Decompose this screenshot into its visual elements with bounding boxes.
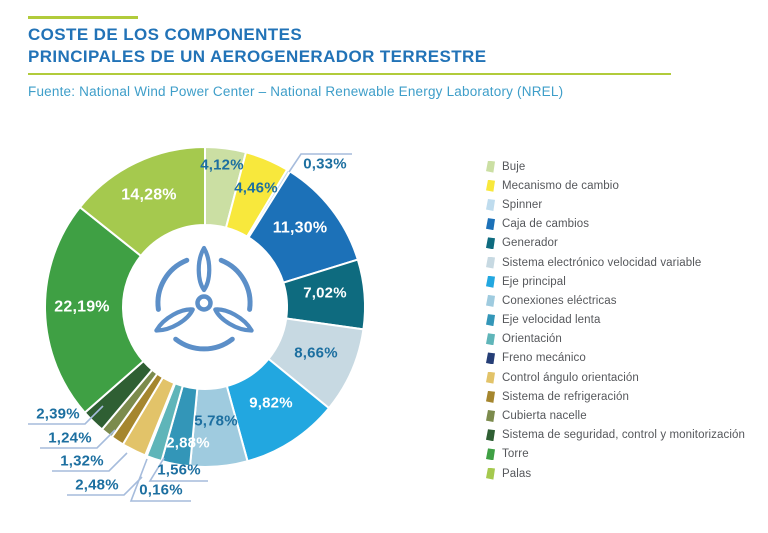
legend-label: Sistema de refrigeración [502,390,630,403]
chart-legend: Buje Mecanismo de cambio Spinner Caja de ca… [486,157,745,483]
slice-value-label: 9,82% [249,395,293,412]
slice-value-label: 4,12% [200,157,244,174]
legend-label: Mecanismo de cambio [502,179,619,192]
legend-swatch [486,198,495,211]
legend-item-spinner: Spinner [486,195,745,214]
donut-slice-palas [78,145,206,258]
slice-value-label: 11,30% [273,220,328,237]
legend-item-sistema-de-seguridad-control-y-monitorizacion: Sistema de seguridad, control y monitori… [486,426,745,445]
page-title-line2: PRINCIPALES DE UN AEROGENERADOR TERRESTR… [28,47,487,66]
turbine-hub-icon [195,294,213,312]
slice-value-label: 14,28% [121,187,176,204]
slice-value-label: 2,88% [166,435,210,452]
slice-value-label: 2,48% [75,477,119,494]
donut-slice-torre [44,205,145,415]
slice-value-label: 4,46% [234,180,278,197]
legend-item-caja-de-cambios: Caja de cambios [486,215,745,234]
legend-label: Spinner [502,198,543,211]
slice-value-label: 0,16% [139,482,183,499]
legend-label: Palas [502,467,532,480]
legend-item-generador: Generador [486,234,745,253]
legend-item-conexiones-electricas: Conexiones eléctricas [486,291,745,310]
legend-item-palas: Palas [486,464,745,483]
wind-turbine-icon [154,245,254,352]
turbine-arc-icon [218,257,253,312]
legend-label: Buje [502,160,526,173]
slice-value-label: 2,39% [36,406,80,423]
legend-item-freno-mecanico: Freno mecánico [486,349,745,368]
legend-label: Torre [502,448,529,461]
accent-line-under-title [28,73,671,75]
donut-chart: 4,12% 4,46% 0,33% 11,30% 7,02% 8,66% 9,82% 5,78… [28,145,366,502]
legend-label: Eje principal [502,275,566,288]
legend-swatch [486,448,495,461]
slice-value-label: 8,66% [294,345,338,362]
slice-value-labels: 4,12% 4,46% 0,33% 11,30% 7,02% 8,66% 9,82% 5,78… [36,156,347,499]
slice-value-label: 0,33% [303,156,347,173]
legend-label: Control ángulo orientación [502,371,639,384]
slice-value-label: 1,56% [157,462,201,479]
legend-item-sistema-de-refrigeracion: Sistema de refrigeración [486,387,745,406]
slice-value-label: 7,02% [303,285,347,302]
callout-line [28,405,104,425]
turbine-blade-icon [154,307,195,333]
turbine-blade-icon [196,245,212,293]
legend-label: Generador [502,237,558,250]
legend-swatch [486,275,495,288]
legend-label: Sistema de seguridad, control y monitori… [502,429,746,442]
callout-line [288,153,352,173]
turbine-blade-icon [213,307,254,333]
callout-line [148,457,208,482]
callout-line [67,476,143,496]
legend-swatch [486,160,495,173]
callout-line [129,458,191,502]
slice-value-label: 22,19% [54,299,109,316]
callout-line [52,452,128,472]
legend-item-torre: Torre [486,445,745,464]
legend-item-sistema-electronico-velocidad-variable: Sistema electrónico velocidad variable [486,253,745,272]
legend-label: Freno mecánico [502,352,586,365]
legend-swatch [486,333,495,346]
legend-swatch [486,390,495,403]
legend-swatch [486,237,495,250]
legend-item-orientacion: Orientación [486,330,745,349]
legend-item-cubierta-nacelle: Cubierta nacelle [486,406,745,425]
turbine-arc-icon [155,257,190,312]
legend-label: Orientación [502,333,562,346]
legend-swatch [486,218,495,231]
legend-swatch [486,371,495,384]
accent-line-top [28,16,138,19]
legend-item-buje: Buje [486,157,745,176]
page-title-line1: COSTE DE LOS COMPONENTES [28,25,303,44]
legend-item-mecanismo-de-cambio: Mecanismo de cambio [486,176,745,195]
legend-swatch [486,256,495,269]
legend-item-eje-velocidad-lenta: Eje velocidad lenta [486,311,745,330]
legend-swatch [486,179,495,192]
legend-label: Eje velocidad lenta [502,314,601,327]
callout-line [40,429,116,449]
legend-label: Sistema electrónico velocidad variable [502,256,702,269]
turbine-arc-icon [173,336,235,352]
legend-item-eje-principal: Eje principal [486,272,745,291]
legend-swatch [486,352,495,365]
source-caption: Fuente: National Wind Power Center – Nat… [28,84,564,99]
page-title: COSTE DE LOS COMPONENTES PRINCIPALES DE … [28,24,486,68]
legend-item-control-angulo-orientacion: Control ángulo orientación [486,368,745,387]
legend-label: Conexiones eléctricas [502,294,617,307]
slice-value-label: 5,78% [194,413,238,430]
legend-swatch [486,467,495,480]
legend-swatch [486,410,495,423]
legend-swatch [486,294,495,307]
slice-value-label: 1,32% [60,453,104,470]
legend-label: Caja de cambios [502,218,590,231]
callout-lines [28,153,352,502]
legend-label: Cubierta nacelle [502,410,587,423]
legend-swatch [486,429,495,442]
slice-value-label: 1,24% [48,430,92,447]
donut-slices [44,145,366,468]
legend-swatch [486,314,495,327]
